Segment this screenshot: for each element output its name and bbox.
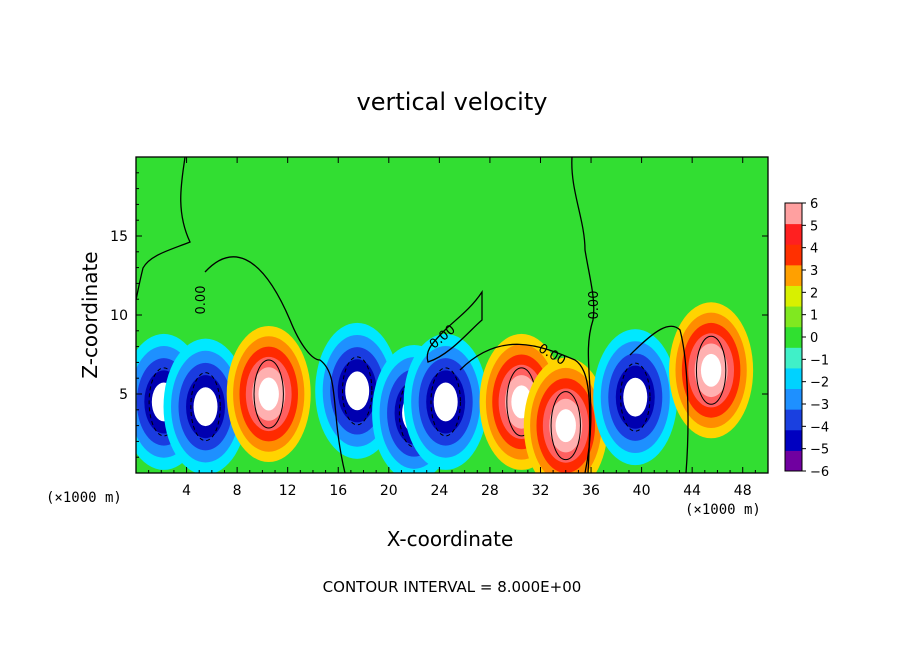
velocity-cell: [700, 353, 722, 387]
contour-interval-note: CONTOUR INTERVAL = 8.000E+00: [322, 578, 582, 596]
zero-contour-line: [459, 343, 591, 473]
velocity-cell-contour: [190, 372, 221, 442]
colorbar-segment: [785, 264, 802, 286]
velocity-cell-contour: [342, 356, 373, 426]
colorbar-segment: [785, 388, 802, 410]
colorbar-segment: [785, 367, 802, 390]
contour-value-label: 0.00: [587, 291, 602, 320]
colorbar-tick-label: −4: [810, 420, 829, 435]
x-tick-label: 28: [481, 483, 499, 499]
colorbar-segment: [785, 347, 802, 369]
colorbar-segment: [785, 203, 802, 225]
colorbar-tick-label: 2: [810, 286, 818, 301]
zero-contour-line: [571, 157, 595, 473]
velocity-cell-contour: [253, 359, 284, 429]
velocity-cell-contour: [430, 367, 461, 437]
colorbar-tick-label: −5: [810, 443, 829, 458]
colorbar-segment: [785, 409, 802, 431]
velocity-cell: [258, 377, 279, 411]
x-tick-label: 44: [683, 483, 701, 499]
colorbar-segment: [785, 326, 802, 348]
velocity-cell: [623, 377, 648, 417]
colorbar-tick-label: −1: [810, 353, 829, 368]
zero-contours: [136, 157, 689, 473]
y-axis-label: Z-coordinate: [78, 251, 102, 379]
velocity-cell: [555, 409, 576, 443]
x-tick-label: 32: [532, 483, 550, 499]
x-tick-label: 8: [233, 483, 242, 499]
colorbar-segment: [785, 244, 802, 266]
x-tick-label: 20: [380, 483, 398, 499]
velocity-cell: [345, 371, 370, 411]
colorbar-tick-label: 1: [810, 309, 818, 324]
colorbar-tick-label: 0: [810, 331, 818, 346]
y-tick-label: 10: [110, 308, 128, 324]
colorbar-segment: [785, 306, 802, 328]
x-tick-label: 24: [430, 483, 448, 499]
y-tick-label: 5: [119, 387, 128, 403]
colorbar: 6 5 4 3 2 1 0 −1 −2 −3 −4 −5 −6: [784, 197, 829, 480]
x-tick-label: 48: [734, 483, 752, 499]
zero-contour-line: [136, 157, 191, 301]
y-tick-label: 15: [110, 229, 128, 245]
colorbar-segment: [785, 429, 802, 451]
colorbar-segment: [785, 285, 802, 307]
colorbar-tick-label: 6: [810, 197, 818, 212]
x-tick-label: 4: [182, 483, 191, 499]
x-tick-label: 16: [329, 483, 347, 499]
colorbar-tick-label: −3: [810, 398, 829, 413]
colorbar-tick-label: −2: [810, 376, 829, 391]
plot-frame: [135, 156, 769, 474]
x-axis-label: X-coordinate: [386, 527, 514, 551]
chart-title: vertical velocity: [356, 88, 548, 116]
x-tick-label: 12: [279, 483, 297, 499]
colorbar-tick-label: −6: [810, 465, 829, 480]
zero-contour-line: [204, 256, 346, 473]
velocity-cell-contour: [550, 391, 581, 461]
x-unit-label-left: (×1000 m): [46, 490, 122, 506]
velocity-cell: [433, 382, 458, 422]
x-tick-label: 40: [633, 483, 651, 499]
colorbar-tick-label: 3: [810, 264, 818, 279]
zero-contour-line: [629, 325, 689, 473]
velocity-cell: [193, 387, 218, 427]
x-tick-label: 36: [582, 483, 600, 499]
colorbar-segment: [785, 450, 802, 472]
colorbar-tick-label: 4: [810, 242, 818, 257]
contour-value-label: 0.00: [194, 286, 209, 315]
colorbar-tick-label: 5: [810, 219, 818, 234]
velocity-cell-contour: [620, 362, 651, 432]
colorbar-segment: [785, 223, 802, 245]
zero-contour-line: [426, 289, 483, 363]
x-unit-label-right: (×1000 m): [685, 502, 761, 518]
velocity-field: [136, 302, 754, 473]
velocity-cell-contour: [695, 335, 727, 405]
